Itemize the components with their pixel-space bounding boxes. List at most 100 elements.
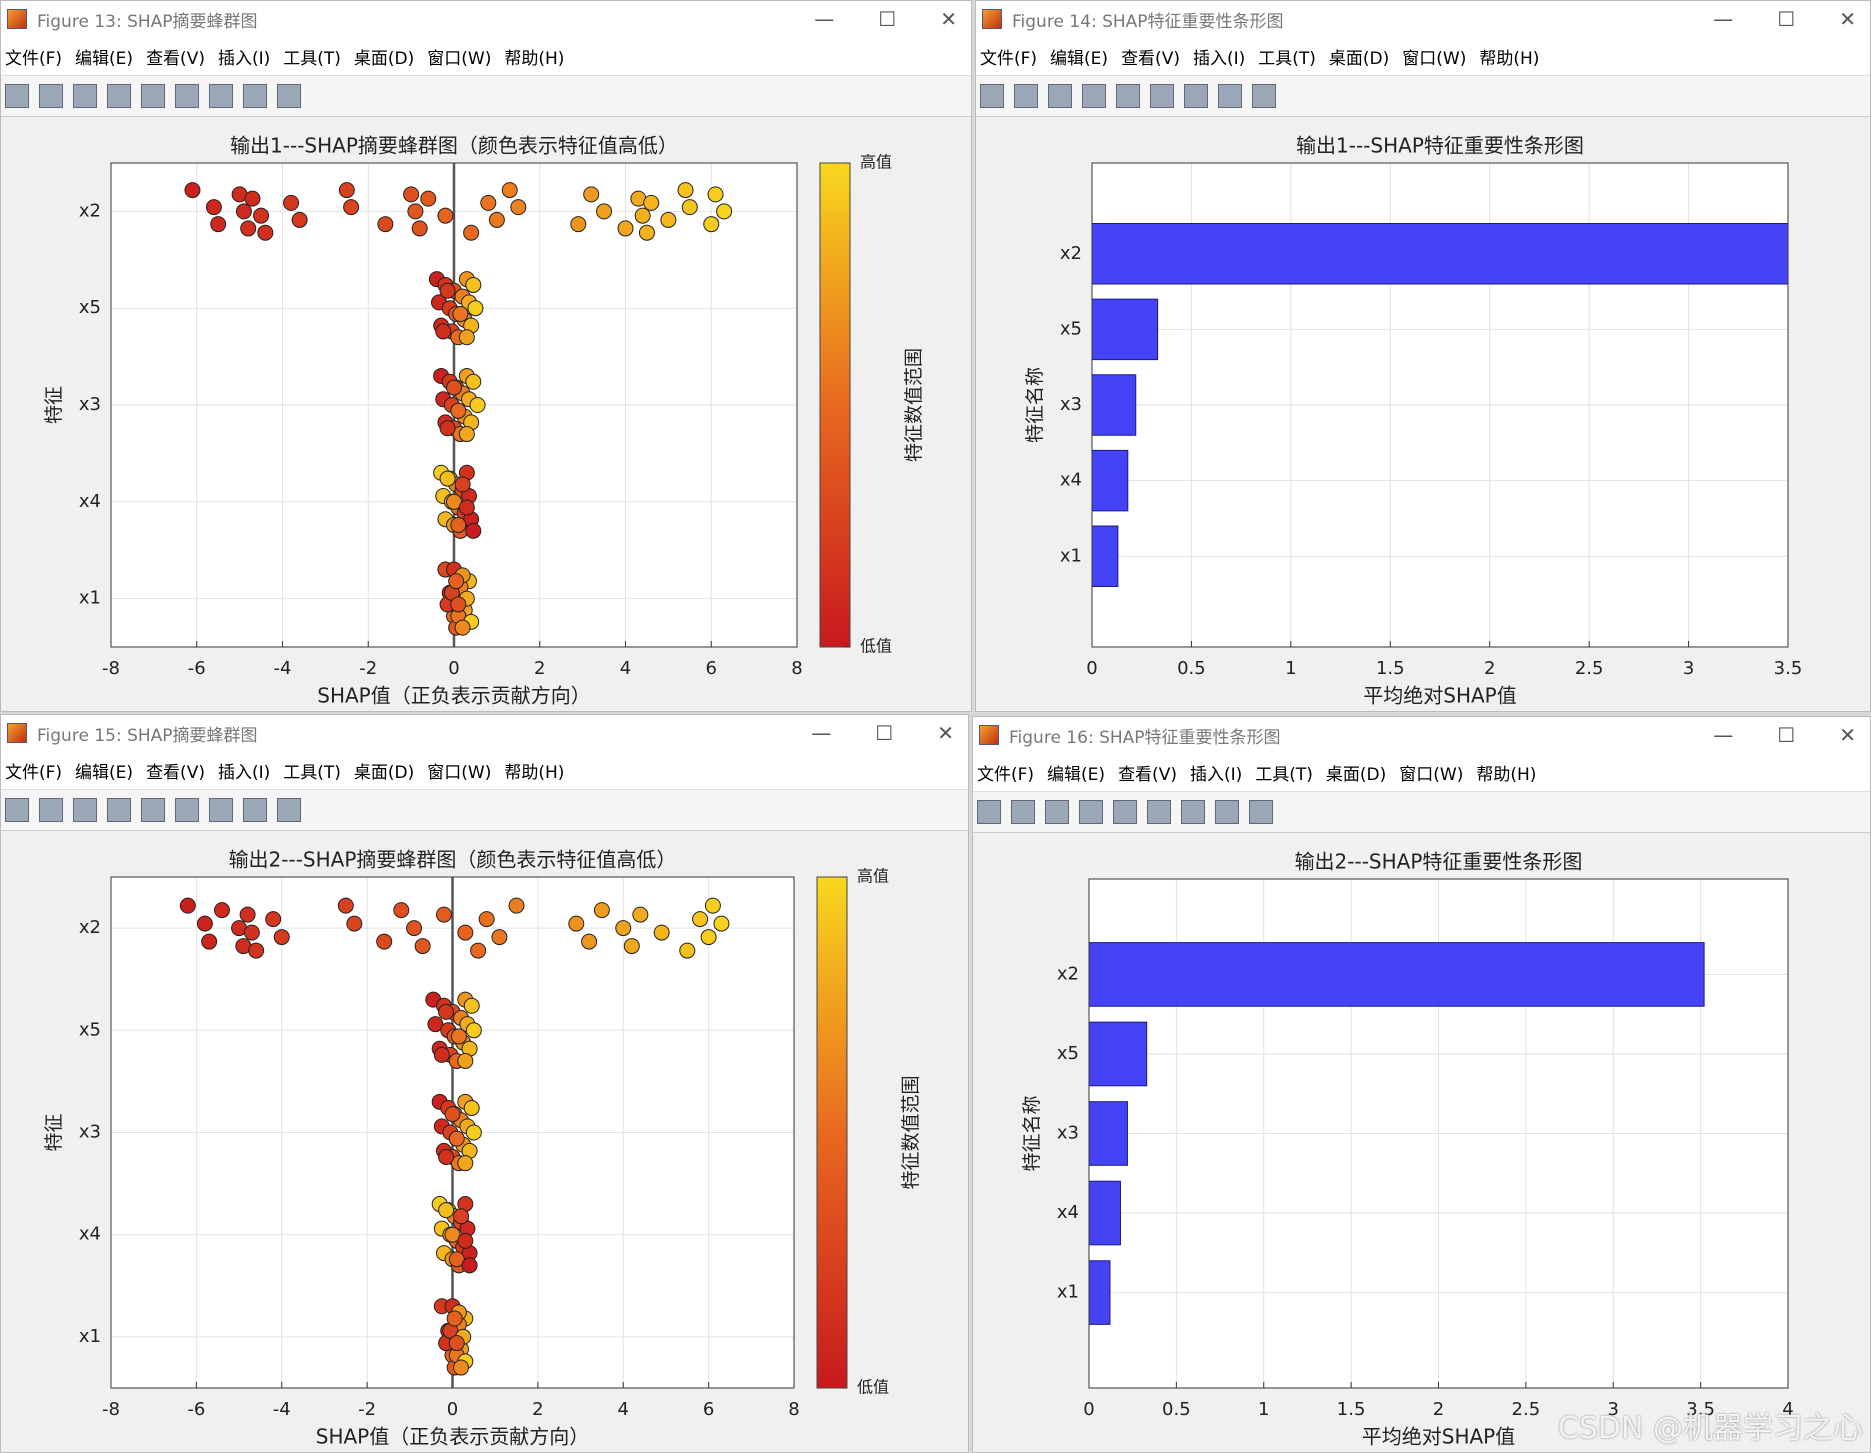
menu-item[interactable]: 帮助(H)	[1476, 764, 1537, 785]
menu-item[interactable]: 桌面(D)	[353, 762, 415, 783]
menu-item[interactable]: 查看(V)	[1121, 48, 1180, 69]
window-button[interactable]: ☐	[875, 721, 894, 745]
toolbar-button[interactable]	[1184, 84, 1208, 108]
shap-point	[439, 470, 456, 487]
window-button[interactable]: —	[814, 7, 835, 31]
toolbar-button[interactable]	[1082, 84, 1106, 108]
window-buttons: — ☐ ✕	[1713, 723, 1856, 747]
toolbar-button[interactable]	[1113, 800, 1137, 824]
menu-item[interactable]: 桌面(D)	[1325, 764, 1387, 785]
toolbar-button[interactable]	[277, 84, 301, 108]
menu-item[interactable]: 编辑(E)	[1050, 48, 1109, 69]
window-button[interactable]: —	[1713, 723, 1734, 747]
menu-item[interactable]: 查看(V)	[1118, 764, 1177, 785]
shap-point	[433, 1046, 450, 1063]
toolbar-button[interactable]	[277, 798, 301, 822]
toolbar-button[interactable]	[73, 798, 97, 822]
menu-item[interactable]: 窗口(W)	[427, 48, 492, 69]
toolbar-button[interactable]	[1011, 800, 1035, 824]
menu-item[interactable]: 插入(I)	[1192, 48, 1246, 69]
toolbar-button[interactable]	[39, 798, 63, 822]
toolbar-button[interactable]	[980, 84, 1004, 108]
menu-item[interactable]: 工具(T)	[283, 48, 341, 69]
shap-point	[184, 182, 201, 199]
window-button[interactable]: ☐	[1777, 7, 1796, 31]
menu-item[interactable]: 查看(V)	[146, 48, 205, 69]
x-tick-label: 4	[618, 1399, 629, 1420]
shap-point	[677, 182, 694, 199]
toolbar-button[interactable]	[141, 84, 165, 108]
toolbar-button[interactable]	[243, 84, 267, 108]
menu-item[interactable]: 编辑(E)	[75, 762, 134, 783]
shap-point	[463, 224, 480, 241]
menu-item[interactable]: 桌面(D)	[353, 48, 415, 69]
menu-item[interactable]: 桌面(D)	[1328, 48, 1390, 69]
toolbar-button[interactable]	[209, 798, 233, 822]
menu-item[interactable]: 插入(I)	[217, 48, 271, 69]
menu-item[interactable]: 帮助(H)	[504, 48, 565, 69]
window-button[interactable]: —	[811, 721, 832, 745]
shap-point	[703, 216, 720, 233]
window-button[interactable]: ✕	[937, 721, 954, 745]
toolbar-button[interactable]	[5, 798, 29, 822]
toolbar-button[interactable]	[1147, 800, 1171, 824]
toolbar-button[interactable]	[1045, 800, 1069, 824]
menu-item[interactable]: 帮助(H)	[504, 762, 565, 783]
toolbar-button[interactable]	[175, 84, 199, 108]
toolbar-button[interactable]	[107, 84, 131, 108]
menu-item[interactable]: 窗口(W)	[1402, 48, 1467, 69]
toolbar-button[interactable]	[107, 798, 131, 822]
shap-point	[632, 906, 649, 923]
menu-item[interactable]: 插入(I)	[217, 762, 271, 783]
toolbar-button[interactable]	[5, 84, 29, 108]
window-button[interactable]: ✕	[940, 7, 957, 31]
menu-item[interactable]: 帮助(H)	[1479, 48, 1540, 69]
shap-point	[660, 211, 677, 228]
toolbar-button[interactable]	[175, 798, 199, 822]
toolbar-button[interactable]	[1014, 84, 1038, 108]
menu-item[interactable]: 窗口(W)	[1399, 764, 1464, 785]
toolbar-button[interactable]	[1249, 800, 1273, 824]
toolbar-button[interactable]	[141, 798, 165, 822]
toolbar-button[interactable]	[1181, 800, 1205, 824]
window-button[interactable]: —	[1713, 7, 1734, 31]
menu-item[interactable]: 文件(F)	[5, 762, 63, 783]
menu-item[interactable]: 工具(T)	[1255, 764, 1313, 785]
toolbar-button[interactable]	[1215, 800, 1239, 824]
toolbar-button[interactable]	[73, 84, 97, 108]
toolbar-button[interactable]	[1079, 800, 1103, 824]
toolbar-button[interactable]	[1252, 84, 1276, 108]
app-icon	[979, 725, 999, 745]
menu-item[interactable]: 编辑(E)	[75, 48, 134, 69]
menu-item[interactable]: 编辑(E)	[1047, 764, 1106, 785]
window-button[interactable]: ✕	[1839, 723, 1856, 747]
menu-item[interactable]: 文件(F)	[5, 48, 63, 69]
menu-item[interactable]: 插入(I)	[1189, 764, 1243, 785]
window-button[interactable]: ☐	[1777, 723, 1796, 747]
figure-window: Figure 16: SHAP特征重要性条形图 — ☐ ✕ 文件(F) 编辑(E) 查看(V…	[972, 716, 1871, 1453]
menu-item[interactable]: 文件(F)	[977, 764, 1035, 785]
menu-item[interactable]: 文件(F)	[980, 48, 1038, 69]
x-tick-label: 4	[620, 658, 631, 679]
y-tick-label: x1	[79, 1326, 101, 1347]
shap-point	[446, 379, 462, 396]
menu-item[interactable]: 工具(T)	[1258, 48, 1316, 69]
toolbar-button[interactable]	[243, 798, 267, 822]
toolbar-button[interactable]	[1150, 84, 1174, 108]
toolbar-button[interactable]	[1048, 84, 1072, 108]
menu-item[interactable]: 查看(V)	[146, 762, 205, 783]
shap-point	[239, 906, 256, 923]
x-tick-label: 1	[1285, 658, 1296, 679]
menu-item[interactable]: 窗口(W)	[427, 762, 492, 783]
toolbar-button[interactable]	[977, 800, 1001, 824]
menu-bar: 文件(F) 编辑(E) 查看(V) 插入(I) 工具(T) 桌面(D) 窗口(W) 帮助(H)	[1, 751, 968, 790]
x-tick-label: 2.5	[1512, 1399, 1541, 1420]
window-button[interactable]: ✕	[1839, 7, 1856, 31]
shap-point	[338, 182, 355, 199]
toolbar-button[interactable]	[1218, 84, 1242, 108]
menu-item[interactable]: 工具(T)	[283, 762, 341, 783]
toolbar-button[interactable]	[39, 84, 63, 108]
toolbar-button[interactable]	[209, 84, 233, 108]
window-button[interactable]: ☐	[878, 7, 897, 31]
toolbar-button[interactable]	[1116, 84, 1140, 108]
